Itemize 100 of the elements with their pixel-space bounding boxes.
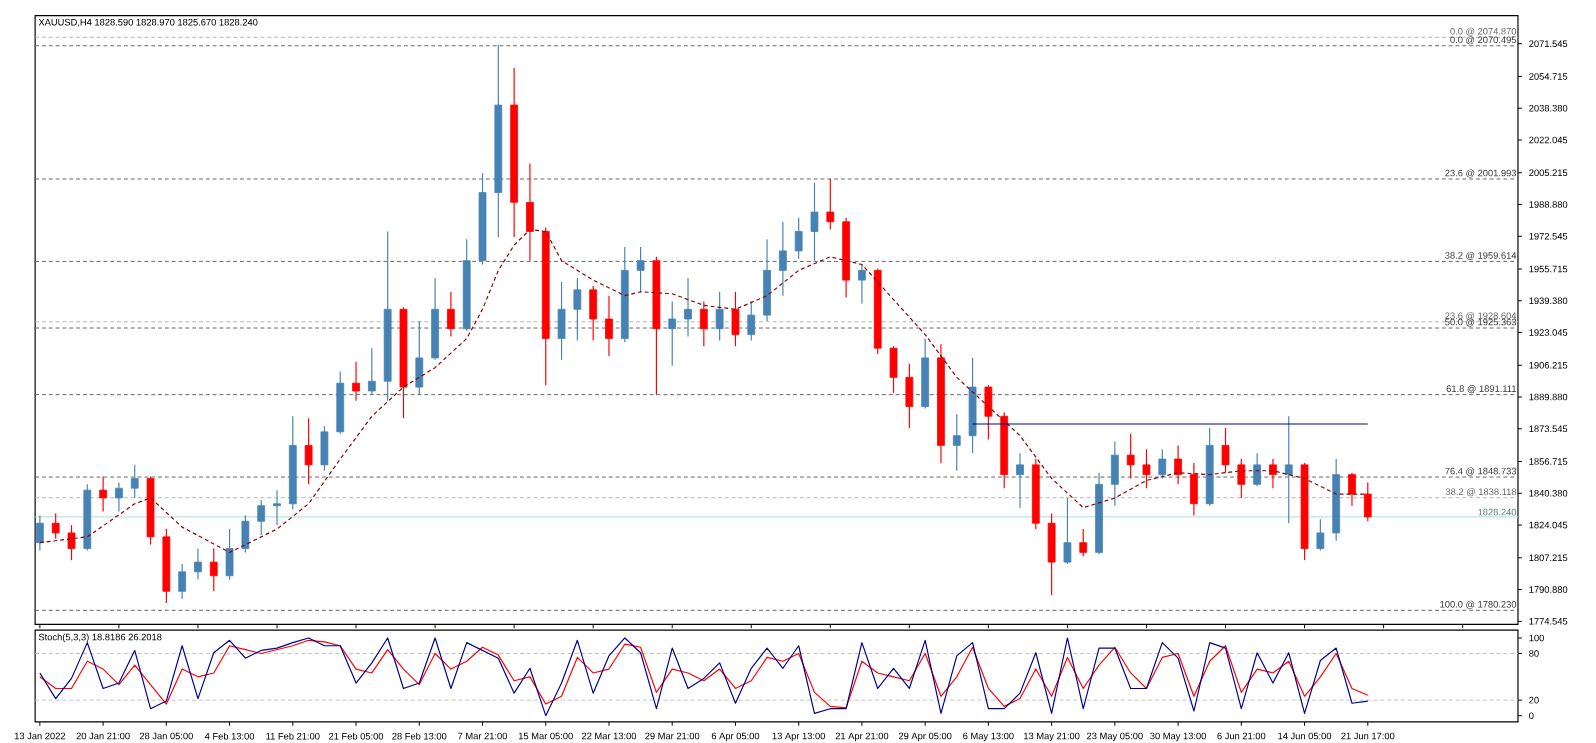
x-tick-label: 6 Apr 05:00 [711, 732, 760, 741]
ref-line-label: 100.0 @ 1780.230 [1440, 600, 1517, 609]
y-tick-label: 80 [1529, 650, 1539, 657]
ref-line-label: 1828.240 [1478, 508, 1517, 516]
y-tick-label: 1774.545 [1529, 617, 1568, 625]
candlestick [273, 489, 281, 526]
y-tick-label: 1939.380 [1529, 297, 1568, 304]
x-tick-label: 11 Feb 21:00 [266, 732, 320, 740]
candlestick [1221, 427, 1230, 474]
y-tick-label: 1988.880 [1529, 201, 1568, 208]
candlestick [1363, 481, 1372, 522]
x-tick-label: 30 May 13:00 [1150, 732, 1206, 741]
x-tick-label: 21 Feb 05:00 [329, 732, 384, 740]
chart-title: Stoch(5,3,3) 18.8186 26.2018 [38, 633, 162, 643]
x-tick-label: 22 Mar 13:00 [581, 732, 637, 740]
x-tick-label: 21 Apr 21:00 [835, 732, 889, 741]
candlestick [794, 217, 803, 260]
x-tick-label: 7 Mar 21:00 [458, 732, 508, 740]
candlestick [1316, 518, 1325, 551]
candlestick [257, 499, 266, 536]
x-tick-label: 23 May 05:00 [1087, 732, 1143, 741]
candlestick [684, 277, 692, 337]
ref-line-label: 0.0 @ 2074.870 [1450, 27, 1517, 36]
y-tick-label: 1856.715 [1529, 458, 1568, 465]
y-tick-label: 1955.715 [1529, 265, 1568, 273]
y-tick-label: 2022.045 [1529, 136, 1568, 144]
candlestick [1016, 452, 1024, 509]
candlestick [1237, 458, 1246, 499]
candlestick [447, 291, 455, 337]
candlestick [1079, 528, 1088, 557]
y-tick-label: 20 [1529, 696, 1539, 704]
ref-line-label: 38.2 @ 1838.118 [1445, 488, 1517, 497]
candlestick [51, 512, 60, 540]
candlestick [178, 563, 187, 600]
x-tick-label: 15 Mar 05:00 [518, 732, 573, 740]
ref-line-label: 23.6 @ 2001.993 [1445, 169, 1517, 178]
candlestick [573, 277, 582, 341]
x-tick-label: 4 Feb 13:00 [204, 732, 255, 740]
y-tick-label: 1807.215 [1529, 554, 1568, 561]
candlestick [605, 294, 613, 357]
y-tick-label: 1972.545 [1529, 232, 1568, 240]
candlestick [352, 361, 360, 402]
candlestick [36, 514, 44, 551]
candlestick [747, 300, 756, 341]
candlestick [1348, 471, 1356, 507]
y-tick-label: 1840.380 [1529, 489, 1568, 497]
candlestick [209, 547, 218, 592]
candlestick [1126, 432, 1135, 479]
y-tick-label: 2038.380 [1529, 104, 1568, 112]
ref-line-label: 76.4 @ 1848.733 [1445, 467, 1517, 476]
candlestick [99, 475, 107, 512]
y-tick-label: 1790.880 [1529, 586, 1568, 593]
candlestick [1142, 448, 1151, 489]
x-tick-label: 29 Apr 05:00 [898, 732, 952, 741]
y-tick-label: 1873.545 [1529, 425, 1568, 432]
x-tick-label: 28 Jan 05:00 [139, 732, 193, 740]
x-tick-label: 13 May 21:00 [1024, 732, 1080, 741]
x-tick-label: 6 May 13:00 [963, 732, 1014, 741]
y-tick-label: 2071.545 [1529, 40, 1568, 47]
candlestick [130, 464, 139, 499]
y-tick-label: 1906.215 [1529, 361, 1568, 369]
x-tick-label: 14 Jun 05:00 [1278, 732, 1332, 740]
ref-line-label: 0.0 @ 2070.495 [1450, 36, 1517, 45]
y-tick-label: 1824.045 [1529, 521, 1568, 529]
y-tick-label: 100 [1529, 634, 1544, 642]
candlestick [699, 300, 708, 347]
candlestick [1269, 458, 1277, 489]
candlestick [367, 347, 376, 396]
candlestick [67, 524, 76, 561]
candlestick [194, 547, 202, 581]
candlestick [668, 300, 677, 367]
chart-title: XAUUSD,H4 1828.590 1828.970 1825.670 1828.240 [38, 18, 258, 27]
candlestick [1158, 448, 1167, 479]
x-tick-label: 13 Apr 13:00 [772, 732, 826, 741]
x-tick-label: 20 Jan 21:00 [76, 732, 130, 740]
ref-line-label: 61.8 @ 1891.111 [1446, 384, 1517, 393]
candlestick [826, 178, 835, 230]
y-tick-label: 2054.715 [1529, 72, 1568, 80]
candlestick [115, 481, 123, 512]
x-tick-label: 29 Mar 21:00 [645, 732, 700, 740]
candlestick [304, 417, 313, 485]
candlestick [636, 246, 645, 293]
y-tick-label: 2005.215 [1529, 169, 1568, 176]
candlestick [858, 263, 866, 304]
candlestick [952, 413, 961, 472]
y-tick-label: 0 [1529, 712, 1534, 719]
y-tick-label: 1889.880 [1529, 393, 1568, 401]
candlestick [1063, 497, 1072, 565]
ref-line-label: 38.2 @ 1959.614 [1445, 251, 1517, 260]
x-tick-label: 21 Jun 17:00 [1341, 732, 1395, 740]
candlestick [810, 182, 819, 262]
y-tick-label: 1923.045 [1529, 329, 1568, 336]
x-tick-label: 28 Feb 13:00 [392, 732, 447, 740]
x-tick-label: 13 Jan 2022 [14, 732, 66, 740]
candlestick [715, 291, 724, 341]
candlestick [1253, 452, 1261, 487]
candlestick [779, 221, 787, 297]
x-tick-label: 6 Jun 21:00 [1217, 732, 1266, 740]
candlestick [1284, 415, 1293, 524]
candlestick [1174, 444, 1182, 485]
